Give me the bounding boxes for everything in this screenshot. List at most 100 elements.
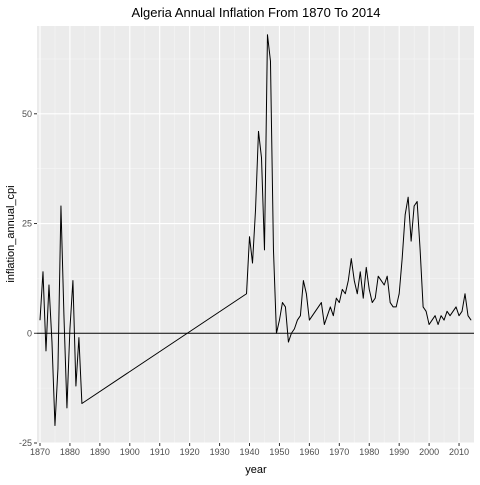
major-gridlines <box>37 26 474 444</box>
data-point <box>39 319 41 321</box>
data-point <box>78 337 80 338</box>
minor-gridlines <box>37 26 474 443</box>
y-tick-label: 50 <box>22 109 32 119</box>
data-point <box>339 302 340 303</box>
data-point <box>291 332 292 334</box>
data-point <box>458 315 460 317</box>
data-point <box>81 403 83 404</box>
y-tick-label: 0 <box>27 328 32 338</box>
data-point <box>288 341 289 343</box>
data-point <box>464 293 466 295</box>
data-point <box>467 315 469 317</box>
data-point <box>51 341 53 343</box>
x-tick-label: 1990 <box>389 447 409 457</box>
data-point <box>359 271 361 273</box>
x-axis-title: year <box>245 464 267 476</box>
data-point <box>318 306 319 308</box>
data-point <box>54 425 56 426</box>
x-tick-label: 1950 <box>269 447 289 457</box>
data-point <box>324 324 325 325</box>
data-point <box>365 267 367 268</box>
data-point <box>258 131 259 132</box>
data-point <box>267 34 268 36</box>
data-point <box>45 350 47 352</box>
data-points <box>39 34 472 426</box>
data-point <box>315 311 316 312</box>
data-point <box>252 262 253 264</box>
data-point <box>410 240 412 242</box>
data-point <box>342 289 343 290</box>
x-tick-label: 1970 <box>329 447 349 457</box>
data-point <box>434 315 436 317</box>
data-point <box>461 311 463 312</box>
data-point <box>371 302 373 303</box>
data-point <box>279 319 280 321</box>
data-point <box>425 311 427 312</box>
x-tick-label: 1870 <box>30 447 50 457</box>
x-tick-label: 1890 <box>90 447 110 457</box>
x-tick-label: 1880 <box>60 447 80 457</box>
data-point <box>416 201 418 202</box>
data-point <box>75 385 77 387</box>
data-point <box>285 306 286 308</box>
data-point <box>377 275 379 277</box>
x-tick-label: 1930 <box>210 447 230 457</box>
data-point <box>255 210 256 211</box>
data-point <box>353 280 355 281</box>
data-point <box>374 297 376 299</box>
x-tick-label: 2000 <box>419 447 439 457</box>
data-point <box>261 157 262 158</box>
data-point <box>282 302 283 303</box>
data-point <box>330 306 331 308</box>
data-point <box>48 284 50 286</box>
data-point <box>246 293 247 295</box>
data-point <box>452 311 454 312</box>
data-point <box>368 289 370 290</box>
data-point <box>306 293 307 295</box>
data-point <box>362 297 364 299</box>
data-point <box>413 205 415 207</box>
y-tick-label: -25 <box>19 438 32 448</box>
x-tick-label: 1960 <box>299 447 319 457</box>
x-tick-label: 1910 <box>150 447 170 457</box>
data-point <box>446 311 448 312</box>
data-point <box>398 293 400 295</box>
data-point <box>264 249 265 251</box>
x-axis-ticks: 1870 1880 1890 1900 1910 1920 1930 1940 1950 1960… <box>30 443 469 457</box>
data-point <box>383 284 385 286</box>
data-point <box>344 293 346 295</box>
data-point <box>356 293 358 295</box>
data-point <box>297 319 298 321</box>
data-point <box>72 280 74 281</box>
data-point <box>401 258 403 259</box>
data-point <box>309 319 310 321</box>
data-point <box>392 306 394 308</box>
data-point <box>249 236 250 237</box>
data-point <box>336 297 337 299</box>
x-tick-label: 2010 <box>449 447 469 457</box>
data-point <box>270 60 271 62</box>
data-point <box>389 302 391 303</box>
x-tick-label: 1980 <box>359 447 379 457</box>
y-axis-ticks: -25 0 25 50 <box>19 109 37 448</box>
data-point <box>437 324 439 325</box>
data-point <box>455 306 457 308</box>
data-point <box>422 306 424 308</box>
data-point <box>303 280 304 281</box>
data-point <box>440 315 442 317</box>
data-point <box>273 249 274 251</box>
data-point <box>419 249 421 251</box>
data-point <box>276 332 277 334</box>
data-point <box>407 196 409 198</box>
data-point <box>69 328 71 330</box>
data-point <box>327 315 328 317</box>
x-tick-label: 1940 <box>239 447 259 457</box>
data-point <box>428 324 430 325</box>
data-point <box>350 258 352 259</box>
data-point <box>294 328 295 330</box>
data-point <box>57 368 59 369</box>
data-point <box>470 319 472 321</box>
x-tick-label: 1920 <box>180 447 200 457</box>
